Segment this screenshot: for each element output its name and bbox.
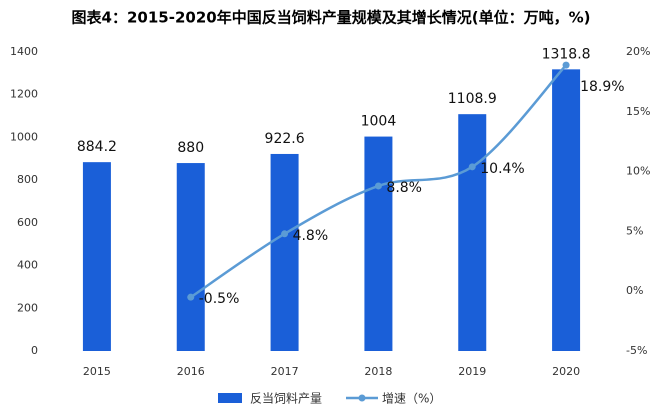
legend-marker xyxy=(358,394,366,402)
bar xyxy=(176,163,205,351)
y2-tick-label: 20% xyxy=(626,45,650,58)
y-tick-label: 1000 xyxy=(10,130,38,143)
bar xyxy=(552,69,581,351)
legend-swatch xyxy=(218,393,242,403)
y-tick-label: 200 xyxy=(17,301,38,314)
line-value-label: -0.5% xyxy=(199,291,240,307)
bar-value-label: 1108.9 xyxy=(448,91,497,107)
line-marker xyxy=(187,293,195,301)
x-tick-label: 2020 xyxy=(552,365,580,378)
line-marker xyxy=(281,230,289,238)
y-tick-label: 800 xyxy=(17,173,38,186)
x-tick-label: 2015 xyxy=(83,365,111,378)
line-marker xyxy=(374,182,382,190)
line-value-label: 10.4% xyxy=(480,161,524,177)
chart-title: 图表4：2015-2020年中国反当饲料产量规模及其增长情况(单位：万吨，%) xyxy=(72,9,591,27)
line-value-label: 4.8% xyxy=(293,228,329,244)
x-tick-label: 2017 xyxy=(271,365,299,378)
line-marker xyxy=(468,163,476,171)
y2-tick-label: 10% xyxy=(626,165,650,178)
y-tick-label: 1400 xyxy=(10,45,38,58)
bar-value-label: 922.6 xyxy=(265,131,305,147)
y-tick-label: 0 xyxy=(31,344,38,357)
bar-value-label: 1004 xyxy=(361,114,397,130)
bar xyxy=(458,114,487,351)
y2-tick-label: 15% xyxy=(626,105,650,118)
y-tick-label: 600 xyxy=(17,216,38,229)
x-tick-label: 2016 xyxy=(177,365,205,378)
line-marker xyxy=(562,61,570,69)
bar xyxy=(364,136,393,351)
legend-label: 增速（%） xyxy=(382,392,441,406)
y2-tick-label: -5% xyxy=(626,344,647,357)
legend-label: 反当饲料产量 xyxy=(250,392,322,406)
y-tick-label: 400 xyxy=(17,259,38,272)
y2-tick-label: 0% xyxy=(626,284,643,297)
line-value-label: 8.8% xyxy=(386,180,422,196)
y-tick-label: 1200 xyxy=(10,88,38,101)
bar-value-label: 880 xyxy=(177,140,204,156)
x-tick-label: 2019 xyxy=(458,365,486,378)
bar-value-label: 884.2 xyxy=(77,139,117,155)
bar-value-label: 1318.8 xyxy=(542,46,591,62)
bar xyxy=(82,162,111,351)
x-tick-label: 2018 xyxy=(364,365,392,378)
bar xyxy=(270,153,299,351)
line-value-label: 18.9% xyxy=(580,79,624,95)
y2-tick-label: 5% xyxy=(626,224,643,237)
